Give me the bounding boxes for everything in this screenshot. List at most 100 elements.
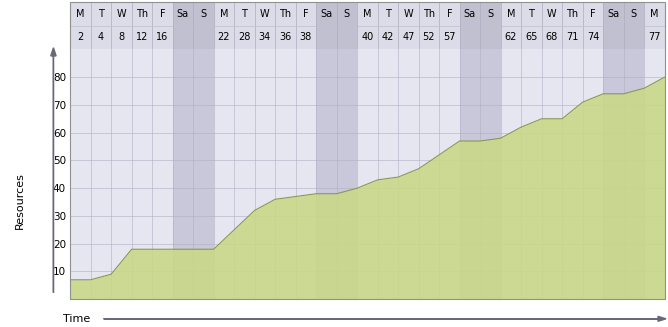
Bar — [439, 26, 460, 49]
Bar — [172, 49, 193, 299]
Bar — [582, 2, 603, 26]
Bar — [111, 2, 132, 26]
Bar — [480, 26, 500, 49]
Bar — [275, 26, 296, 49]
Bar — [337, 2, 357, 26]
Bar — [70, 49, 91, 299]
Bar — [562, 26, 582, 49]
Bar — [275, 49, 296, 299]
Text: Sa: Sa — [177, 9, 189, 19]
Text: W: W — [117, 9, 126, 19]
Text: 65: 65 — [525, 32, 538, 43]
Text: Time: Time — [63, 314, 91, 324]
Text: T: T — [241, 9, 247, 19]
Text: 57: 57 — [443, 32, 456, 43]
Bar — [111, 26, 132, 49]
Bar — [357, 2, 377, 26]
Bar — [132, 2, 152, 26]
Bar — [542, 26, 562, 49]
Bar — [193, 2, 214, 26]
Bar — [398, 49, 419, 299]
Text: S: S — [631, 9, 637, 19]
Bar — [419, 26, 439, 49]
Bar — [172, 2, 193, 26]
Bar — [70, 2, 91, 26]
Bar — [316, 49, 337, 299]
Text: 74: 74 — [587, 32, 599, 43]
Bar — [460, 2, 480, 26]
Bar — [624, 49, 644, 299]
Text: F: F — [303, 9, 309, 19]
Bar — [91, 49, 111, 299]
Bar — [255, 2, 275, 26]
Text: 16: 16 — [156, 32, 168, 43]
Bar — [234, 49, 255, 299]
Text: 52: 52 — [423, 32, 435, 43]
Text: Sa: Sa — [464, 9, 476, 19]
Text: S: S — [200, 9, 206, 19]
Text: W: W — [547, 9, 556, 19]
Bar — [316, 2, 337, 26]
Bar — [214, 2, 234, 26]
Bar — [193, 49, 214, 299]
Bar — [542, 2, 562, 26]
Text: Resources: Resources — [15, 172, 25, 229]
Bar — [214, 49, 234, 299]
Bar — [152, 2, 172, 26]
Text: 62: 62 — [505, 32, 517, 43]
Bar — [152, 26, 172, 49]
Bar — [603, 2, 624, 26]
Text: W: W — [403, 9, 413, 19]
Text: M: M — [76, 9, 85, 19]
Text: 4: 4 — [98, 32, 104, 43]
Bar — [255, 49, 275, 299]
Text: 68: 68 — [546, 32, 558, 43]
Bar — [172, 26, 193, 49]
Bar — [377, 49, 398, 299]
Bar — [439, 49, 460, 299]
Text: Th: Th — [136, 9, 148, 19]
Bar — [562, 2, 582, 26]
Bar — [296, 2, 316, 26]
Bar — [193, 26, 214, 49]
Bar — [603, 49, 624, 299]
Bar — [582, 26, 603, 49]
Text: Sa: Sa — [607, 9, 619, 19]
Text: 38: 38 — [300, 32, 312, 43]
Bar — [70, 26, 91, 49]
Bar — [521, 26, 542, 49]
Bar — [603, 26, 624, 49]
Bar — [644, 49, 665, 299]
Text: 34: 34 — [259, 32, 271, 43]
Bar — [316, 26, 337, 49]
Bar — [562, 49, 582, 299]
Text: 42: 42 — [381, 32, 394, 43]
Bar — [500, 2, 521, 26]
Text: Th: Th — [423, 9, 435, 19]
Text: 22: 22 — [218, 32, 230, 43]
Bar — [398, 26, 419, 49]
Text: M: M — [650, 9, 659, 19]
Bar — [152, 49, 172, 299]
Text: 36: 36 — [279, 32, 291, 43]
Text: 40: 40 — [361, 32, 373, 43]
Bar — [542, 49, 562, 299]
Text: S: S — [344, 9, 350, 19]
Text: F: F — [160, 9, 165, 19]
Bar — [419, 49, 439, 299]
Bar — [480, 49, 500, 299]
Bar — [624, 26, 644, 49]
Bar — [132, 49, 152, 299]
Bar — [644, 26, 665, 49]
Bar — [337, 49, 357, 299]
Text: M: M — [220, 9, 228, 19]
Text: M: M — [363, 9, 371, 19]
Text: F: F — [447, 9, 452, 19]
Text: 71: 71 — [566, 32, 578, 43]
Bar — [357, 49, 377, 299]
Text: 77: 77 — [648, 32, 661, 43]
Text: T: T — [385, 9, 391, 19]
Bar — [521, 49, 542, 299]
Text: 8: 8 — [118, 32, 124, 43]
Text: Th: Th — [279, 9, 291, 19]
